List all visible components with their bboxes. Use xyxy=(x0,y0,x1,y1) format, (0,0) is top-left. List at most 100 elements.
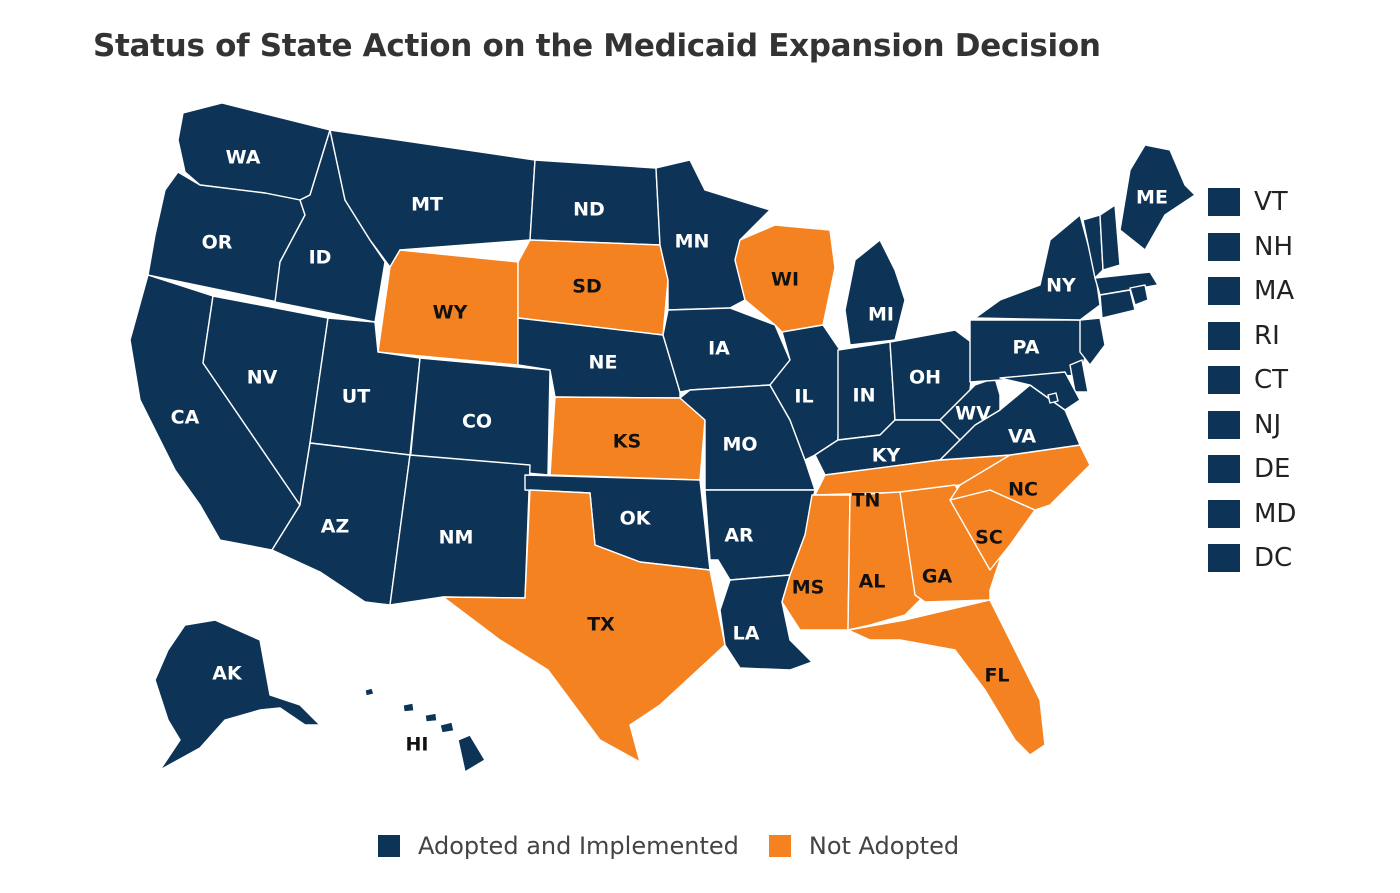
legend-label: Adopted and Implemented xyxy=(418,832,739,860)
small-state-item: NJ xyxy=(1208,403,1296,448)
state-label-mt: MT xyxy=(411,194,443,216)
state-label-nv: NV xyxy=(247,367,278,389)
state-hi-island-3 xyxy=(424,712,438,723)
state-label-ms: MS xyxy=(792,577,825,599)
state-label-sc: SC xyxy=(975,527,1003,549)
state-label-tn: TN xyxy=(852,490,881,512)
small-state-label: CT xyxy=(1254,365,1289,396)
state-label-wv: WV xyxy=(955,403,991,425)
small-state-item: RI xyxy=(1208,314,1296,359)
state-label-ny: NY xyxy=(1046,275,1076,297)
state-label-wy: WY xyxy=(433,302,468,324)
state-label-ak: AK xyxy=(212,663,243,685)
state-label-ca: CA xyxy=(171,407,200,429)
state-label-wi: WI xyxy=(771,269,799,291)
state-il xyxy=(769,324,841,461)
small-state-label: NJ xyxy=(1254,409,1282,440)
small-state-label: MD xyxy=(1254,498,1297,529)
state-ks xyxy=(549,396,706,481)
state-dc xyxy=(1047,392,1059,404)
state-label-co: CO xyxy=(462,411,492,433)
small-state-item: DE xyxy=(1208,447,1296,492)
state-ct xyxy=(1099,289,1136,319)
state-tx xyxy=(442,489,726,763)
small-state-swatch xyxy=(1208,544,1240,573)
state-label-va: VA xyxy=(1008,426,1036,448)
small-state-swatch xyxy=(1208,366,1240,395)
state-md xyxy=(999,371,1081,411)
state-label-mn: MN xyxy=(675,231,710,253)
state-wy xyxy=(377,249,519,366)
state-nj xyxy=(1079,317,1106,366)
state-label-nd: ND xyxy=(573,199,605,221)
state-label-la: LA xyxy=(733,623,760,645)
small-state-swatch xyxy=(1208,499,1240,528)
state-label-ut: UT xyxy=(342,386,370,408)
legend-label: Not Adopted xyxy=(808,832,960,860)
state-label-nc: NC xyxy=(1008,479,1038,501)
state-label-nm: NM xyxy=(439,527,474,549)
map-title: Status of State Action on the Medicaid E… xyxy=(93,28,1101,64)
state-label-ne: NE xyxy=(589,352,618,374)
state-ak xyxy=(154,619,321,771)
small-state-swatch xyxy=(1208,188,1240,217)
state-label-in: IN xyxy=(853,385,876,407)
state-label-tx: TX xyxy=(587,614,615,636)
state-label-hi: HI xyxy=(406,734,429,756)
state-ny xyxy=(974,214,1101,321)
small-state-label: RI xyxy=(1254,320,1280,351)
state-label-az: AZ xyxy=(321,516,349,538)
state-label-or: OR xyxy=(202,232,233,254)
small-state-item: MD xyxy=(1208,492,1296,537)
state-label-ky: KY xyxy=(872,445,901,467)
state-label-ia: IA xyxy=(708,338,730,360)
state-label-al: AL xyxy=(859,571,886,593)
state-label-oh: OH xyxy=(909,367,941,389)
state-label-pa: PA xyxy=(1013,337,1040,359)
small-state-item: MA xyxy=(1208,269,1296,314)
small-state-swatch xyxy=(1208,232,1240,261)
state-hi-island-2 xyxy=(402,702,415,713)
state-label-fl: FL xyxy=(984,665,1009,687)
small-state-swatch xyxy=(1208,321,1240,350)
state-fl xyxy=(847,599,1046,756)
map-legend: Adopted and Implemented Not Adopted xyxy=(378,832,989,860)
small-state-swatch xyxy=(1208,410,1240,439)
state-label-mi: MI xyxy=(868,304,894,326)
state-label-mo: MO xyxy=(722,434,757,456)
state-label-ok: OK xyxy=(620,508,652,530)
state-ri xyxy=(1129,284,1149,306)
state-hi-island-4 xyxy=(439,721,455,734)
small-states-list: VT NH MA RI CT NJ DE MD DC xyxy=(1208,180,1296,581)
state-label-me: ME xyxy=(1136,187,1168,209)
state-hi-island-1 xyxy=(364,687,375,697)
legend-item-adopted: Adopted and Implemented xyxy=(378,832,739,860)
small-state-item: CT xyxy=(1208,358,1296,403)
small-state-swatch xyxy=(1208,455,1240,484)
state-me xyxy=(1119,144,1196,251)
small-state-label: MA xyxy=(1254,276,1295,307)
state-hi xyxy=(457,734,486,773)
state-label-il: IL xyxy=(794,386,813,408)
state-label-ks: KS xyxy=(613,431,641,453)
state-label-sd: SD xyxy=(572,276,601,298)
state-label-wa: WA xyxy=(226,147,261,169)
small-state-swatch xyxy=(1208,277,1240,306)
state-label-id: ID xyxy=(309,247,332,269)
state-mi xyxy=(844,239,906,346)
legend-swatch xyxy=(378,835,400,857)
state-de xyxy=(1069,359,1089,393)
legend-item-not-adopted: Not Adopted xyxy=(768,832,960,860)
legend-swatch xyxy=(768,835,791,857)
state-label-ar: AR xyxy=(724,525,754,547)
state-nh xyxy=(1099,204,1121,271)
state-label-ga: GA xyxy=(922,566,953,588)
small-state-item: NH xyxy=(1208,225,1296,270)
small-state-label: DE xyxy=(1254,454,1291,485)
small-state-item: DC xyxy=(1208,536,1296,581)
state-wv xyxy=(939,377,1001,441)
small-state-label: DC xyxy=(1254,543,1293,574)
small-state-item: VT xyxy=(1208,180,1296,225)
small-state-label: NH xyxy=(1254,231,1293,262)
